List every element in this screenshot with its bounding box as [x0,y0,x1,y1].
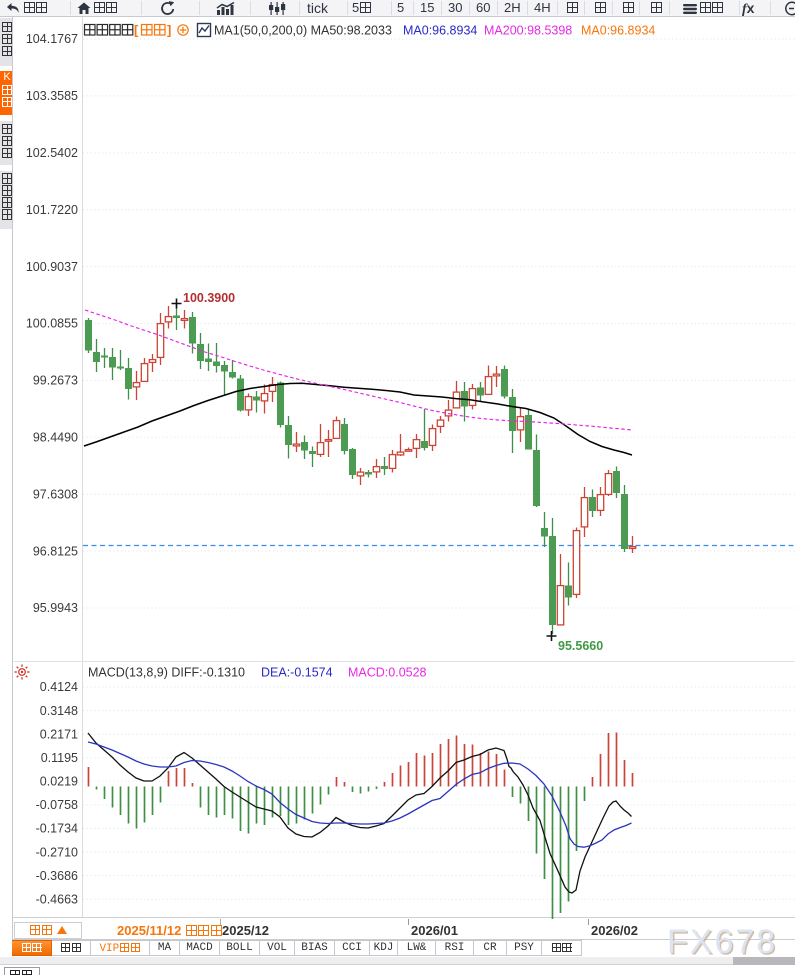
svg-text:99.2673: 99.2673 [33,374,78,388]
svg-text:DEA:-0.1574: DEA:-0.1574 [261,666,333,680]
svg-text:0.4124: 0.4124 [40,680,78,694]
svg-text:0.3148: 0.3148 [40,704,78,718]
svg-text:-0.3686: -0.3686 [36,869,78,883]
svg-text:100.0855: 100.0855 [26,317,78,331]
svg-text:-0.0758: -0.0758 [36,798,78,812]
svg-text:MA200:98.5398: MA200:98.5398 [484,24,572,38]
svg-text:101.7220: 101.7220 [26,203,78,217]
svg-text:104.1767: 104.1767 [26,32,78,46]
svg-text:102.5402: 102.5402 [26,146,78,160]
svg-text:[: [ [134,23,139,38]
svg-text:0.1195: 0.1195 [41,751,78,765]
svg-text:MACD(13,8,9) DIFF:-0.1310: MACD(13,8,9) DIFF:-0.1310 [88,666,245,680]
svg-text:0.0219: 0.0219 [40,775,78,789]
svg-text:-0.2710: -0.2710 [36,845,78,859]
svg-text:95.9943: 95.9943 [33,601,78,615]
svg-text:103.3585: 103.3585 [26,89,78,103]
svg-text:97.6308: 97.6308 [33,487,78,501]
svg-text:100.3900: 100.3900 [183,291,235,305]
svg-text:MA0:96.8934: MA0:96.8934 [581,24,655,38]
svg-text:-0.1734: -0.1734 [36,822,78,836]
svg-text:]: ] [167,23,171,38]
svg-text:98.4490: 98.4490 [33,431,78,445]
svg-text:MA1(50,0,200,0) MA50:98.2033: MA1(50,0,200,0) MA50:98.2033 [214,24,392,38]
svg-text:95.5660: 95.5660 [558,639,603,653]
svg-text:MACD:0.0528: MACD:0.0528 [348,666,427,680]
svg-text:96.8125: 96.8125 [33,544,78,558]
svg-text:100.9037: 100.9037 [26,260,78,274]
svg-text:MA0:96.8934: MA0:96.8934 [403,24,477,38]
svg-text:0.2171: 0.2171 [40,727,78,741]
svg-text:-0.4663: -0.4663 [36,892,78,906]
